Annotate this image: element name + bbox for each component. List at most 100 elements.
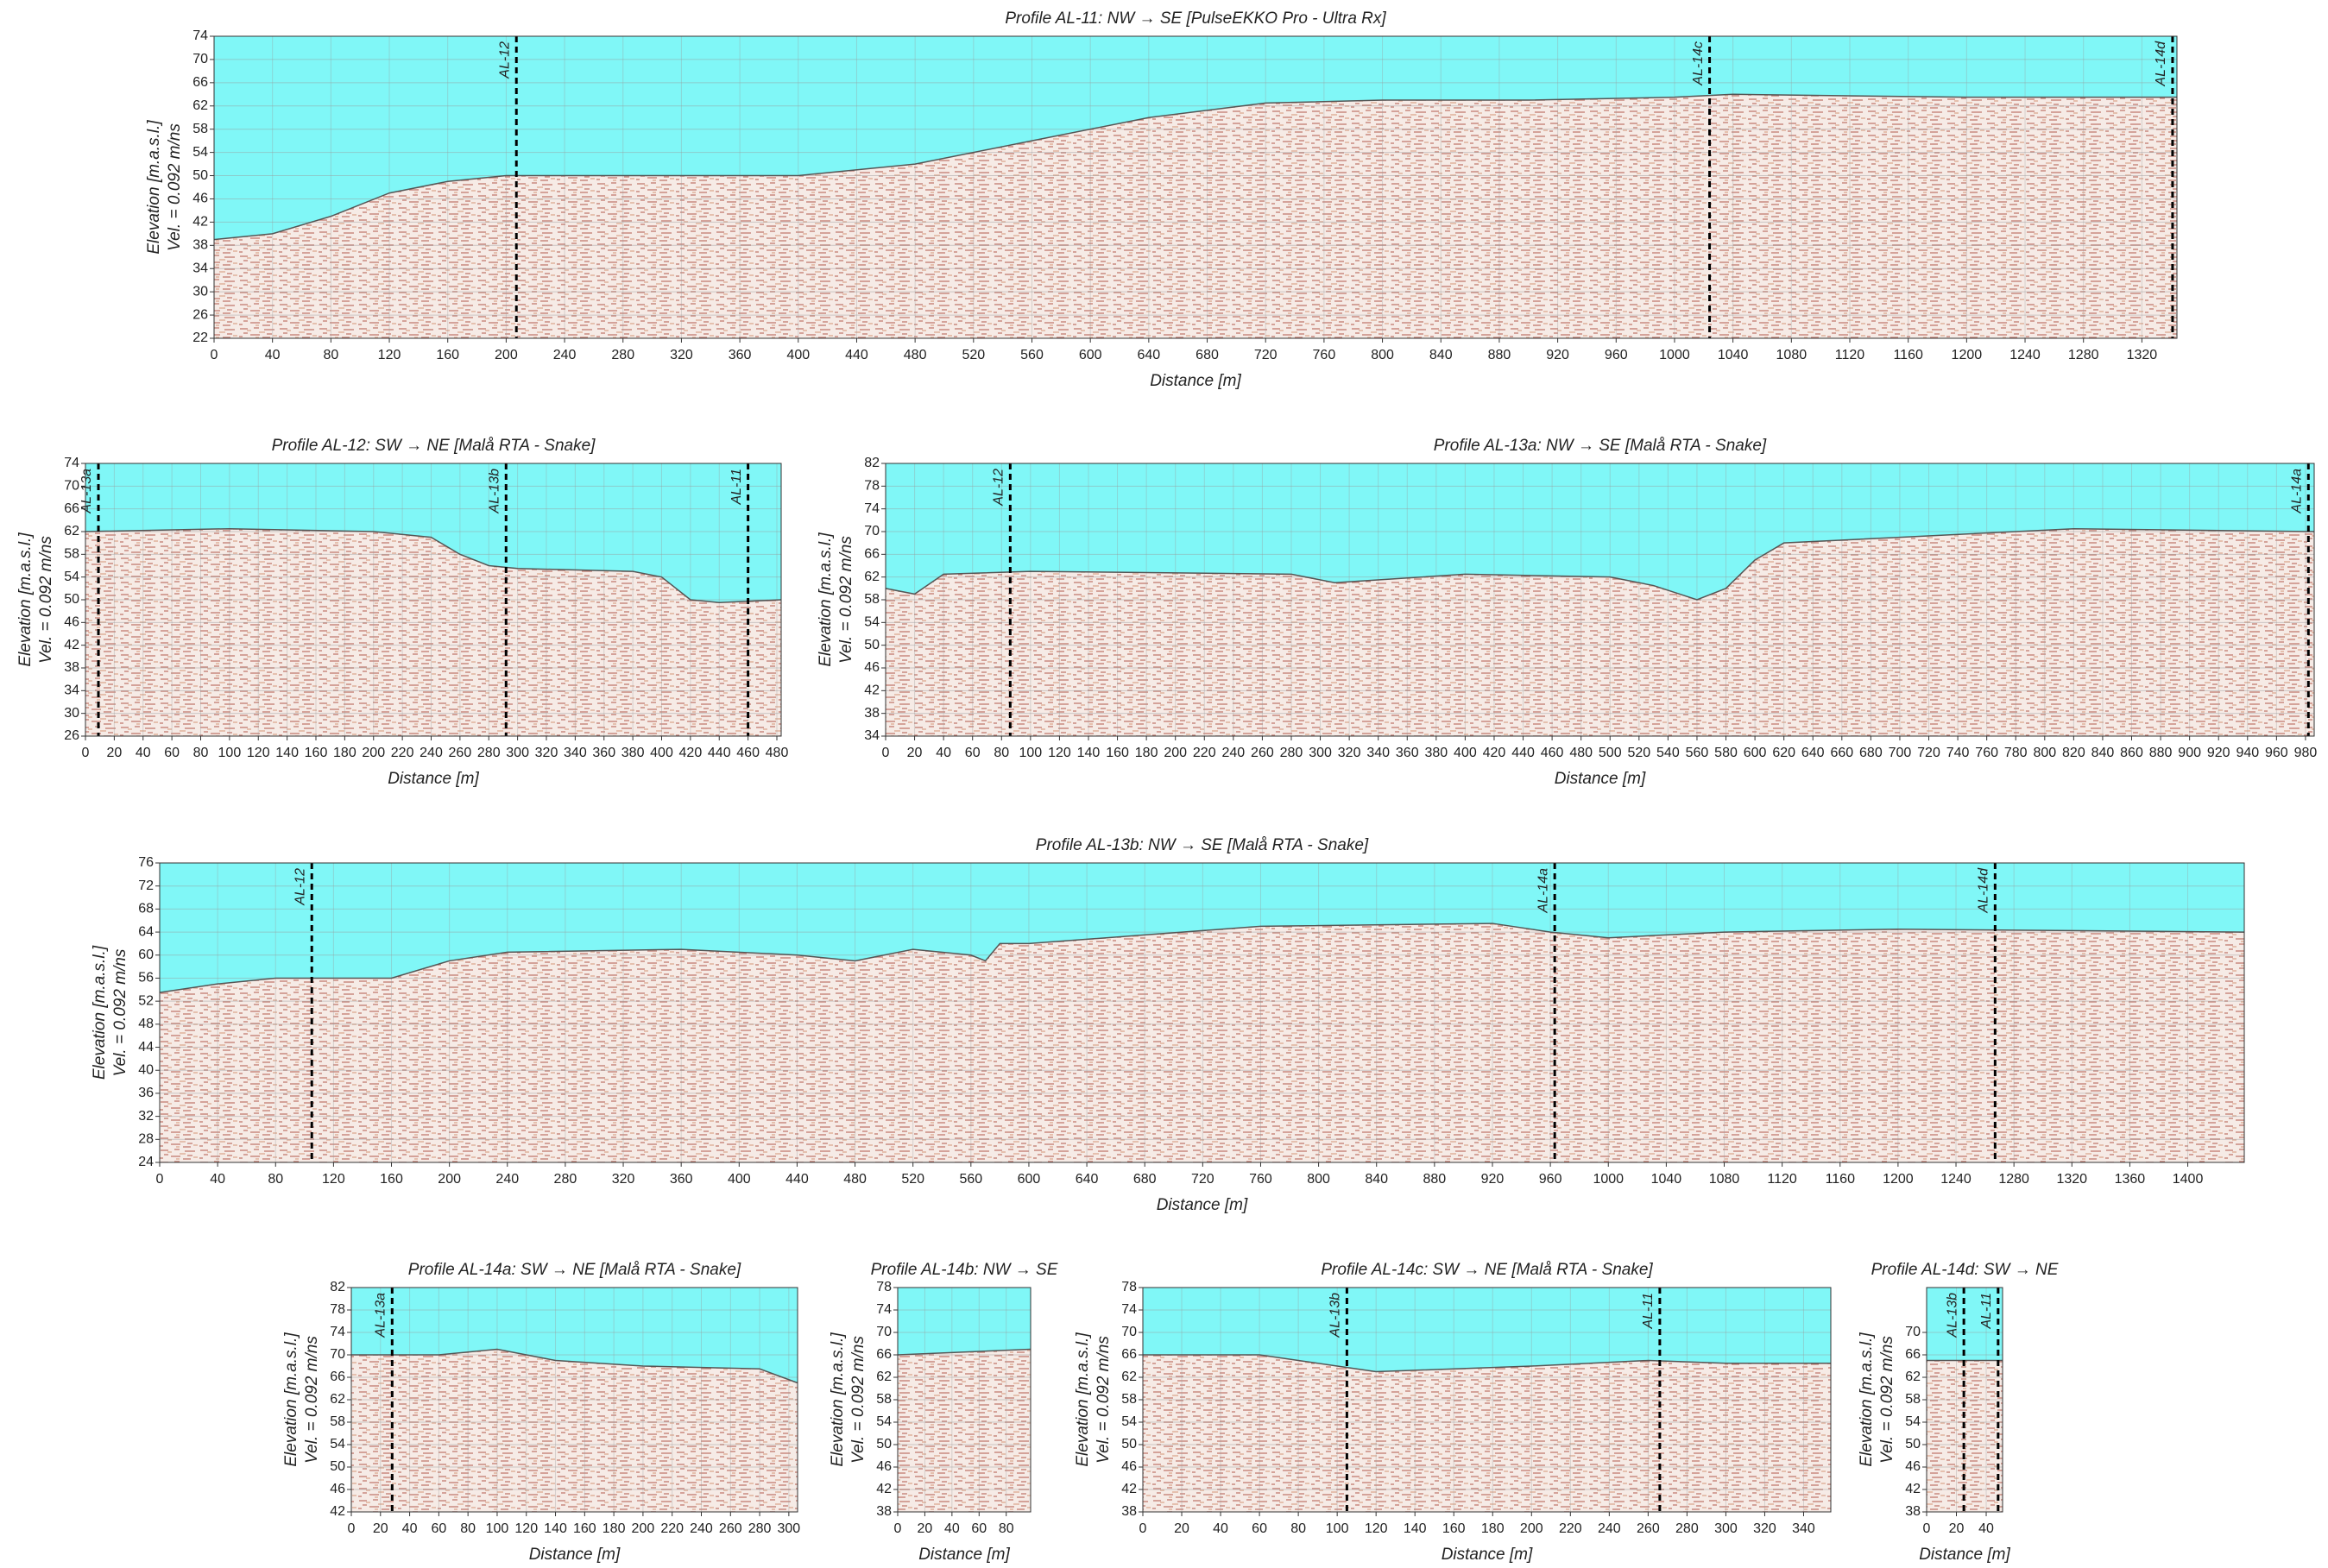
y-tick-label: 74	[1121, 1302, 1137, 1317]
y-tick-label: 38	[64, 660, 79, 675]
x-tick-label: 40	[1213, 1521, 1228, 1536]
intersection-label: AL-12	[293, 868, 307, 906]
x-tick-label: 840	[1365, 1172, 1388, 1187]
x-tick-label: 760	[1313, 348, 1336, 362]
x-tick-label: 1120	[1835, 348, 1865, 362]
y-tick-label: 32	[138, 1109, 154, 1124]
x-tick-label: 80	[1290, 1521, 1306, 1536]
x-tick-label: 120	[1048, 746, 1071, 760]
y-tick-label: 62	[64, 524, 79, 538]
intersection-label: AL-14d	[1977, 867, 1991, 914]
x-tick-label: 400	[650, 746, 673, 760]
y-tick-label: 62	[330, 1392, 345, 1407]
y-tick-label: 48	[138, 1017, 154, 1031]
x-tick-label: 600	[1018, 1172, 1041, 1187]
x-tick-label: 520	[1627, 746, 1650, 760]
x-tick-label: 500	[1599, 746, 1622, 760]
y-tick-label: 54	[864, 615, 880, 630]
x-tick-label: 0	[1139, 1521, 1147, 1536]
intersection-label: AL-14a	[1536, 868, 1550, 914]
x-tick-label: 120	[514, 1521, 538, 1536]
x-tick-label: 740	[1946, 746, 1970, 760]
y-tick-label: 42	[330, 1504, 345, 1519]
y-tick-label: 38	[864, 706, 880, 721]
x-tick-label: 1200	[1883, 1172, 1914, 1187]
x-tick-label: 780	[2004, 746, 2028, 760]
intersection-label: AL-13a	[374, 1293, 388, 1338]
x-tick-label: 80	[193, 746, 209, 760]
x-tick-label: 180	[333, 746, 356, 760]
x-tick-label: 0	[82, 746, 90, 760]
y-tick-label: 42	[864, 683, 880, 698]
y-tick-label: 78	[1121, 1280, 1137, 1294]
chart-title: Profile AL-14d: SW → NE	[1871, 1261, 2059, 1279]
chart-title: Profile AL-13b: NW → SE [Malå RTA - Snak…	[1036, 836, 1369, 854]
x-tick-label: 300	[1714, 1521, 1738, 1536]
x-tick-label: 0	[894, 1521, 902, 1536]
y-tick-label: 70	[330, 1347, 345, 1362]
y-tick-label: 54	[192, 145, 208, 160]
y-axis-label: Elevation [m.a.s.l.]	[829, 1332, 847, 1467]
y-axis-label: Elevation [m.a.s.l.]	[91, 945, 109, 1080]
x-tick-label: 1040	[1718, 348, 1749, 362]
x-tick-label: 240	[690, 1521, 713, 1536]
y-tick-label: 68	[138, 902, 154, 916]
x-tick-label: 60	[431, 1521, 446, 1536]
x-tick-label: 400	[728, 1172, 751, 1187]
y-tick-label: 82	[330, 1280, 345, 1294]
x-axis-label: Distance [m]	[1555, 770, 1646, 788]
y-tick-label: 66	[1905, 1347, 1921, 1362]
x-tick-label: 880	[2149, 746, 2173, 760]
x-tick-label: 180	[1481, 1521, 1505, 1536]
x-tick-label: 200	[1164, 746, 1187, 760]
x-tick-label: 360	[729, 348, 752, 362]
x-tick-label: 80	[999, 1521, 1014, 1536]
x-tick-label: 640	[1138, 348, 1161, 362]
x-tick-label: 280	[554, 1172, 577, 1187]
y-tick-label: 30	[64, 706, 79, 721]
intersection-label: AL-12	[992, 469, 1006, 507]
x-tick-label: 600	[1079, 348, 1102, 362]
y-tick-label: 64	[138, 924, 154, 939]
x-tick-label: 340	[1792, 1521, 1815, 1536]
y-tick-label: 76	[138, 855, 154, 870]
x-tick-label: 960	[1539, 1172, 1562, 1187]
x-tick-label: 560	[959, 1172, 982, 1187]
x-tick-label: 260	[719, 1521, 742, 1536]
x-tick-label: 120	[378, 348, 401, 362]
x-tick-label: 400	[786, 348, 810, 362]
y-tick-label: 70	[192, 52, 208, 66]
y-tick-label: 74	[864, 501, 880, 516]
chart-title: Profile AL-13a: NW → SE [Malå RTA - Snak…	[1434, 437, 1767, 455]
x-tick-label: 720	[1254, 348, 1278, 362]
x-tick-label: 800	[1307, 1172, 1330, 1187]
x-tick-label: 980	[2294, 746, 2318, 760]
x-tick-label: 240	[553, 348, 577, 362]
x-tick-label: 960	[1605, 348, 1628, 362]
x-tick-label: 120	[247, 746, 270, 760]
intersection-label: AL-14a	[2290, 469, 2305, 514]
x-tick-label: 1160	[1893, 348, 1923, 362]
y-tick-label: 46	[64, 615, 79, 630]
x-tick-label: 880	[1488, 348, 1511, 362]
x-tick-label: 60	[971, 1521, 987, 1536]
y-tick-label: 62	[1121, 1370, 1137, 1384]
x-tick-label: 200	[495, 348, 518, 362]
x-tick-label: 100	[218, 746, 242, 760]
x-tick-label: 1000	[1593, 1172, 1624, 1187]
x-tick-label: 540	[1656, 746, 1680, 760]
x-tick-label: 180	[603, 1521, 626, 1536]
x-tick-label: 20	[1949, 1521, 1965, 1536]
y-tick-label: 42	[876, 1482, 892, 1496]
x-tick-label: 1280	[1998, 1172, 2029, 1187]
x-tick-label: 420	[679, 746, 703, 760]
y-tick-label: 50	[64, 592, 79, 607]
x-tick-label: 240	[420, 746, 443, 760]
x-tick-label: 280	[748, 1521, 772, 1536]
intersection-label: AL-14d	[2154, 41, 2168, 87]
x-tick-label: 80	[268, 1172, 283, 1187]
x-tick-label: 300	[506, 746, 529, 760]
y-tick-label: 74	[64, 456, 79, 470]
x-tick-label: 80	[323, 348, 338, 362]
y-tick-label: 54	[1905, 1414, 1921, 1429]
